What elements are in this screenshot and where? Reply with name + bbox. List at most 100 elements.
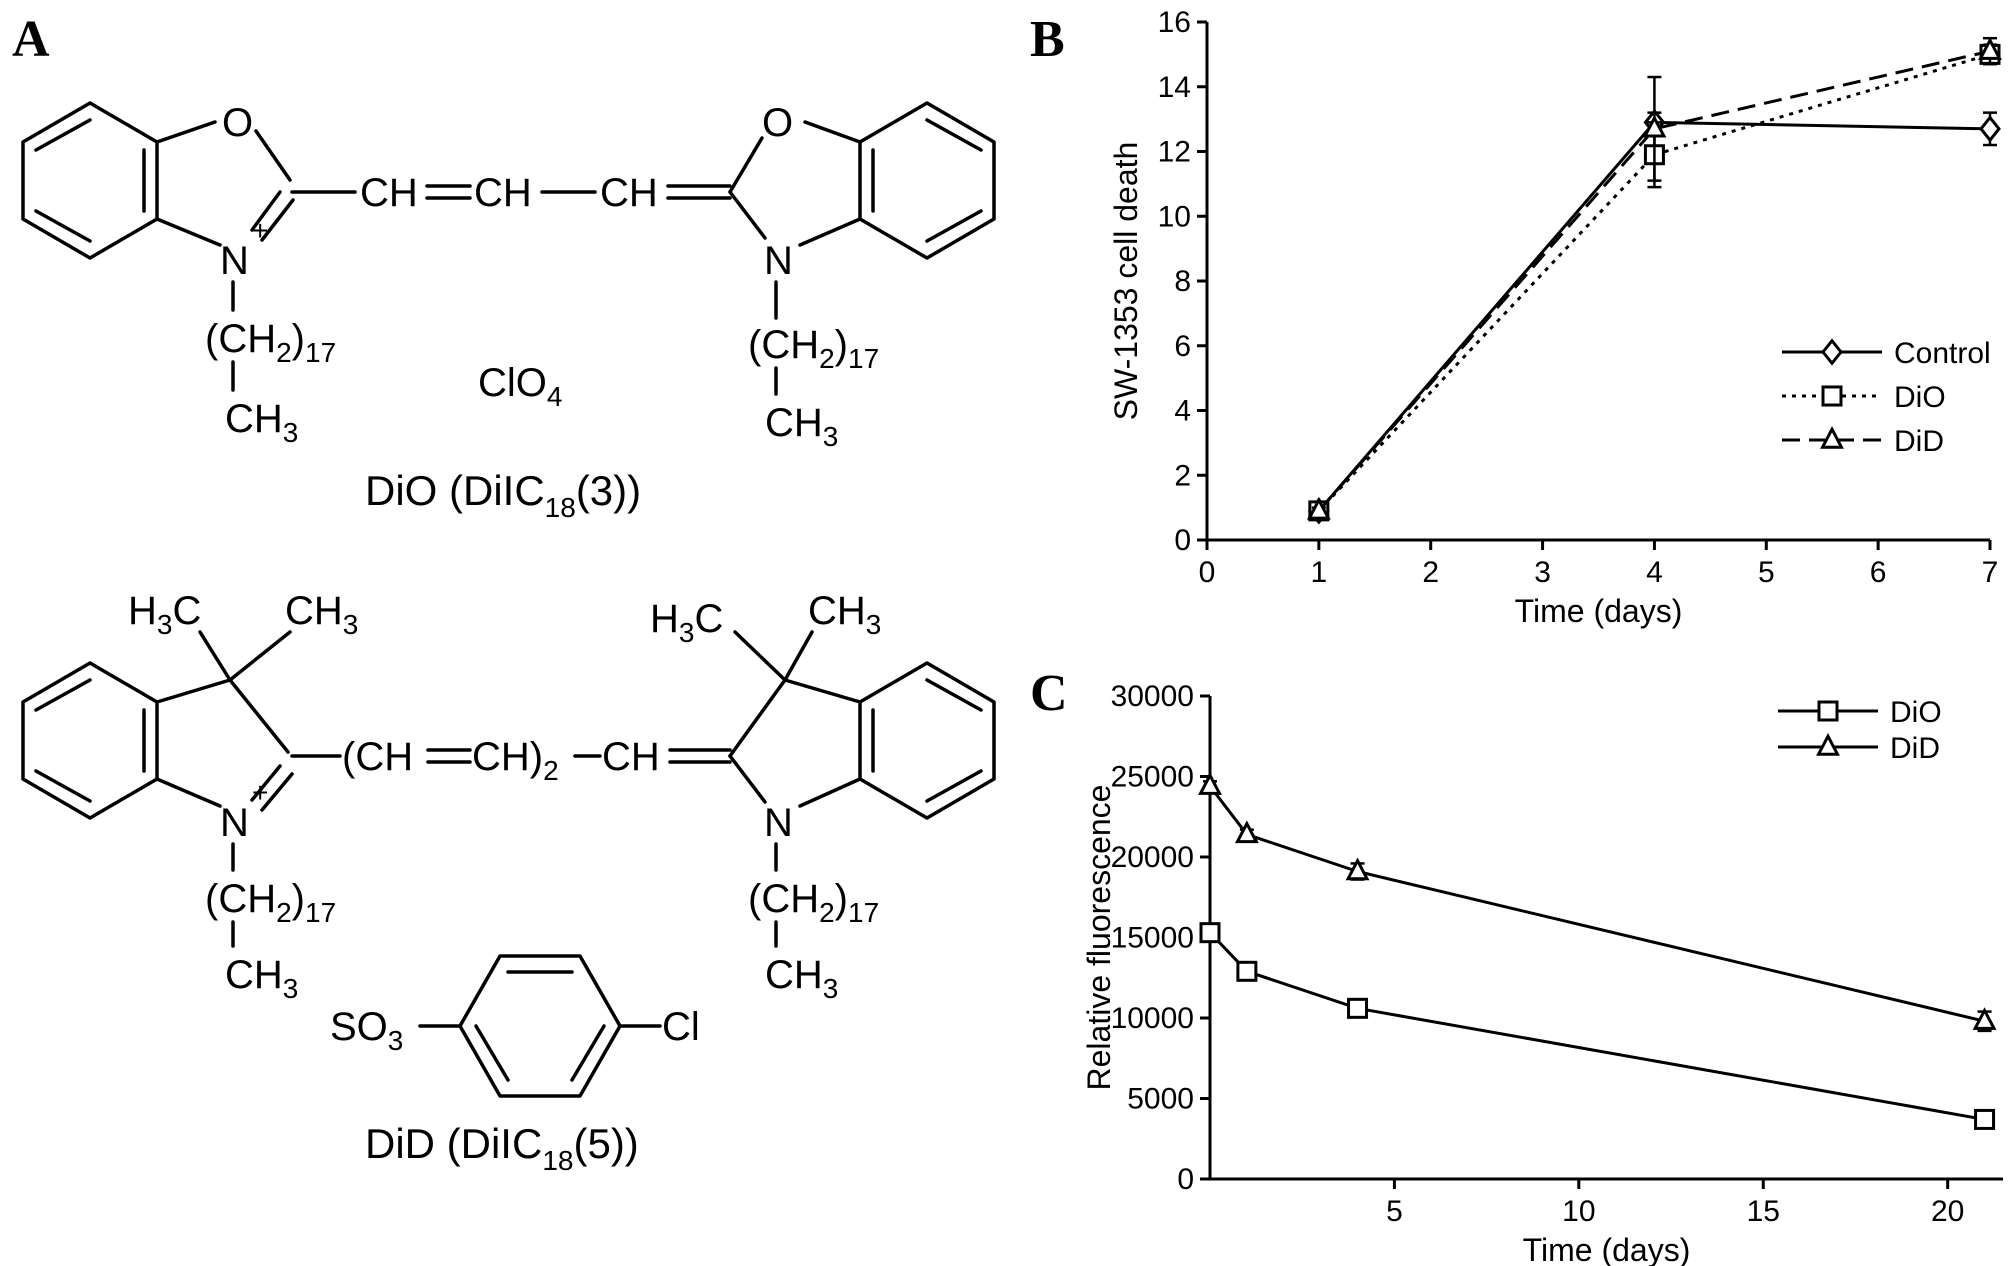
fluorescence-chart: 5 10 15 20 0 5000 10000 15000 20000 25000 30000 Tim… — [1081, 680, 2003, 1266]
x-tick-label: 3 — [1534, 556, 1551, 589]
dio-compound-name: DiO (DiIC18(3)) — [365, 467, 641, 523]
y-tick-label: 10 — [1158, 200, 1191, 233]
dio-left-oxazole-bond — [254, 129, 292, 182]
x-tick-label: 2 — [1422, 556, 1439, 589]
did-right-benzene-inner-bond — [925, 769, 983, 803]
dio-left-oxazole-double-bond — [260, 198, 295, 242]
legend-marker — [1821, 338, 1843, 366]
did-counterion-inner-bond — [474, 1024, 510, 1082]
panel-b-letter: B — [1030, 11, 1065, 68]
dio-left-positive-charge: + — [252, 215, 268, 246]
y-tick-label: 12 — [1158, 136, 1191, 169]
y-tick-label: 5000 — [1127, 1083, 1194, 1116]
x-tick-label: 5 — [1386, 1195, 1403, 1228]
panel-a-letter: A — [12, 11, 50, 68]
data-point — [1347, 997, 1369, 1019]
y-tick-label: 0 — [1177, 1163, 1194, 1196]
dio-left-nitrogen-atom: N — [220, 239, 249, 283]
dio-left-oxazole-bond — [155, 217, 222, 247]
dio-left-oxazole-double-bond — [250, 190, 282, 232]
dio-structure: O N + CH CH CH O N — [21, 101, 996, 523]
dio-left-oxygen-atom: O — [222, 101, 253, 145]
data-point — [1642, 114, 1667, 138]
did-right-chain: (CH2)17 — [748, 877, 879, 928]
x-tick-label: 0 — [1199, 556, 1216, 589]
did-left-chain: (CH2)17 — [205, 877, 336, 928]
did-left-benzene-ring — [21, 661, 159, 820]
dio-right-oxazole-bond — [798, 217, 862, 247]
did-right-ring-bond — [783, 678, 862, 704]
y-tick-label: 25000 — [1111, 761, 1194, 794]
x-axis-label: Time (days) — [1515, 593, 1683, 629]
legend-label: DiD — [1890, 732, 1940, 765]
data-point — [1345, 857, 1370, 881]
x-tick-label: 20 — [1931, 1195, 1964, 1228]
dio-right-oxazole-bond — [728, 190, 767, 240]
dio-bridge-ch-2: CH — [474, 171, 532, 215]
data-point — [1979, 115, 2001, 143]
did-chlorine-atom: Cl — [662, 1005, 700, 1049]
did-compound-name: DiD (DiIC18(5)) — [365, 1120, 639, 1176]
panel-a: A O N + CH CH CH — [12, 11, 996, 1176]
dio-left-benzene-ring — [21, 101, 159, 260]
did-left-benzene-inner-bond — [34, 678, 92, 712]
data-point — [1236, 960, 1258, 982]
did-right-ring-bond — [798, 777, 862, 808]
x-tick-label: 4 — [1646, 556, 1663, 589]
legend-label: Control — [1894, 337, 1991, 370]
dio-right-oxazole-bond — [728, 136, 764, 194]
did-bridge-mid: CH)2 — [472, 735, 559, 786]
data-point — [1199, 922, 1221, 944]
x-axis-label: Time (days) — [1523, 1232, 1691, 1266]
y-tick-label: 6 — [1174, 330, 1191, 363]
y-tick-label: 2 — [1174, 459, 1191, 492]
legend-label: DiO — [1894, 381, 1946, 414]
y-tick-label: 16 — [1158, 6, 1191, 39]
data-point — [1234, 820, 1259, 844]
dio-left-terminal-methyl: CH3 — [225, 397, 298, 448]
dio-right-benzene-inner-bond — [925, 209, 983, 243]
did-left-ring-double-bond — [250, 764, 282, 802]
dio-left-chain: (CH2)17 — [205, 317, 336, 368]
did-counterion-benzene-ring — [458, 954, 622, 1098]
did-left-terminal-methyl: CH3 — [225, 953, 298, 1004]
did-methyl-c: H3C — [650, 597, 723, 648]
dio-right-chain: (CH2)17 — [748, 323, 879, 374]
legend-marker — [1821, 385, 1843, 407]
did-bridge-open: (CH — [342, 735, 413, 779]
dio-left-oxazole-bond — [155, 120, 217, 144]
dio-right-benzene-inner-bond — [925, 118, 983, 152]
did-left-nitrogen-atom: N — [220, 801, 249, 845]
did-right-methyl-bond — [733, 630, 787, 682]
did-right-nitrogen-atom: N — [764, 801, 793, 845]
series-line — [1208, 785, 1985, 1023]
data-point — [1978, 37, 2002, 60]
dio-right-terminal-methyl: CH3 — [765, 401, 838, 452]
x-tick-label: 5 — [1758, 556, 1775, 589]
did-right-methyl-bond — [783, 630, 814, 682]
y-tick-label: 15000 — [1111, 922, 1194, 955]
dio-bridge-ch-3: CH — [600, 171, 658, 215]
x-tick-label: 7 — [1982, 556, 1999, 589]
did-left-ring-double-bond — [260, 772, 294, 812]
panel-c-letter: C — [1030, 665, 1068, 722]
y-axis-label: SW-1353 cell death — [1108, 142, 1144, 421]
legend-marker — [1816, 732, 1840, 756]
legend-marker — [1820, 425, 1844, 449]
did-left-ring-bond — [155, 777, 222, 808]
dio-left-benzene-inner-bond — [34, 209, 92, 243]
did-left-methyl-bond — [228, 630, 292, 682]
series-line — [1317, 49, 1991, 512]
y-tick-label: 30000 — [1111, 680, 1194, 713]
dio-counterion: ClO4 — [478, 361, 562, 412]
y-tick-label: 14 — [1158, 71, 1191, 104]
dio-right-nitrogen-atom: N — [764, 239, 793, 283]
panel-c: C 5 10 15 20 0 5000 10000 15000 20000 25000 30000 T… — [1030, 665, 2003, 1266]
did-left-methyl-bond — [198, 630, 232, 682]
legend-marker — [1817, 700, 1839, 722]
data-point — [1306, 496, 1331, 520]
did-right-benzene-ring — [858, 661, 996, 820]
data-point — [1972, 1007, 1997, 1030]
